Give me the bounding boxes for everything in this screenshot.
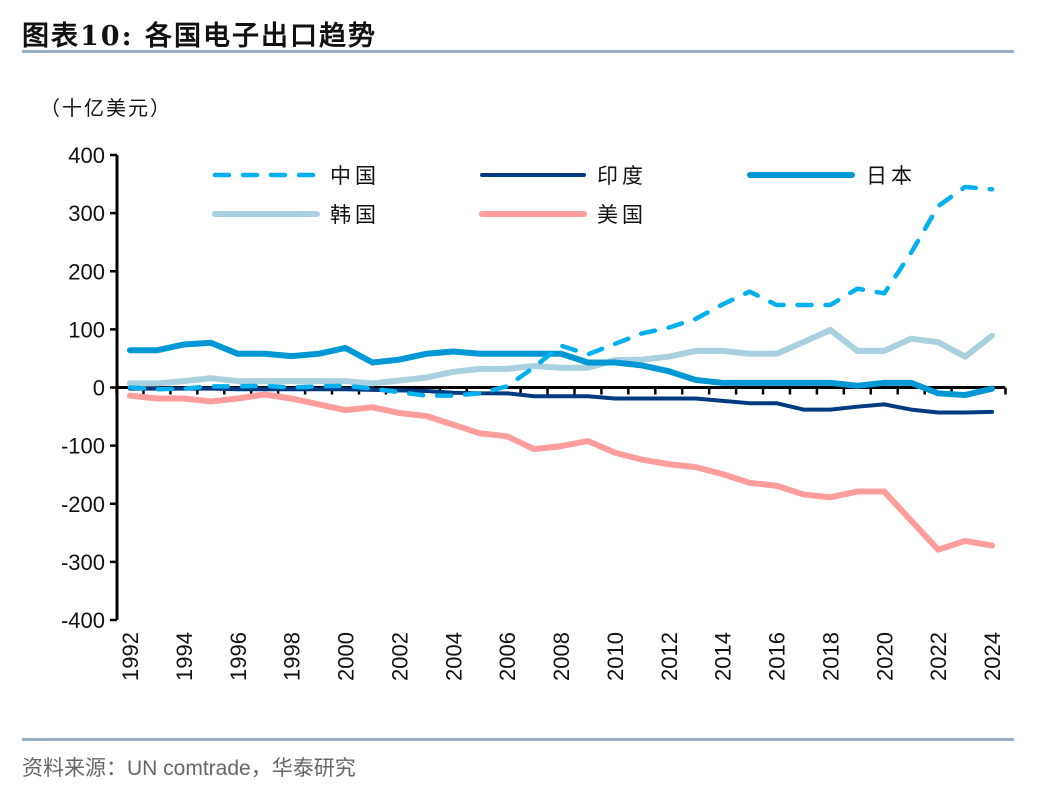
series-line-0 bbox=[127, 184, 995, 398]
legend-item: 韩国 bbox=[212, 203, 380, 227]
title-divider bbox=[22, 50, 1014, 53]
chart-title: 图表10: 各国电子出口趋势 bbox=[22, 21, 377, 52]
y-tick-label: 0 bbox=[93, 376, 105, 401]
x-tick-label: 2000 bbox=[334, 632, 359, 681]
y-tick-label: 400 bbox=[68, 143, 105, 168]
legend-label: 日本 bbox=[866, 164, 916, 188]
x-tick-label: 2006 bbox=[495, 632, 520, 681]
series-line-1 bbox=[128, 386, 994, 415]
y-tick-label: -300 bbox=[61, 550, 105, 575]
x-tick-label: 2010 bbox=[603, 632, 628, 681]
series-layer bbox=[127, 184, 995, 553]
y-axis-unit: （十亿美元） bbox=[40, 96, 172, 120]
y-axis: 400 300 200 100 0 -100 -200 -300 -400 bbox=[61, 143, 119, 633]
x-tick-label: 1994 bbox=[172, 632, 197, 681]
footer-divider bbox=[22, 738, 1014, 741]
x-tick-label: 2014 bbox=[711, 632, 736, 681]
y-tick-label: -400 bbox=[61, 608, 105, 633]
x-tick-label: 1992 bbox=[118, 632, 143, 681]
legend-item: 日本 bbox=[747, 164, 916, 188]
y-tick-label: -200 bbox=[61, 492, 105, 517]
x-tick-label: 2022 bbox=[926, 632, 951, 681]
legend-label: 中国 bbox=[330, 164, 380, 188]
x-tick-label: 2016 bbox=[765, 632, 790, 681]
y-tick-label: 200 bbox=[68, 259, 105, 284]
legend-label: 印度 bbox=[597, 164, 647, 188]
y-tick-label: -100 bbox=[61, 434, 105, 459]
legend-label: 韩国 bbox=[330, 203, 380, 227]
x-axis: 1992 1994 1996 1998 2000 2002 2004 2006 2008 2010… bbox=[115, 386, 1007, 681]
x-tick-label: 2004 bbox=[441, 632, 466, 681]
y-tick-label: 100 bbox=[68, 317, 105, 342]
x-tick-label: 2012 bbox=[657, 632, 682, 681]
x-tick-label: 2024 bbox=[980, 632, 1005, 681]
x-tick-label: 2002 bbox=[387, 632, 412, 681]
legend-item: 美国 bbox=[479, 203, 647, 227]
x-tick-label: 2008 bbox=[549, 632, 574, 681]
x-tick-label: 1998 bbox=[280, 632, 305, 681]
x-tick-label: 1996 bbox=[226, 632, 251, 681]
y-tick-label: 300 bbox=[68, 201, 105, 226]
series-line-4 bbox=[127, 391, 995, 553]
legend-label: 美国 bbox=[597, 203, 647, 227]
x-tick-label: 2020 bbox=[872, 632, 897, 681]
source-note: 资料来源：UN comtrade，华泰研究 bbox=[22, 757, 356, 780]
legend-item: 印度 bbox=[480, 164, 647, 188]
legend-item: 中国 bbox=[212, 164, 380, 188]
x-tick-label: 2018 bbox=[818, 632, 843, 681]
